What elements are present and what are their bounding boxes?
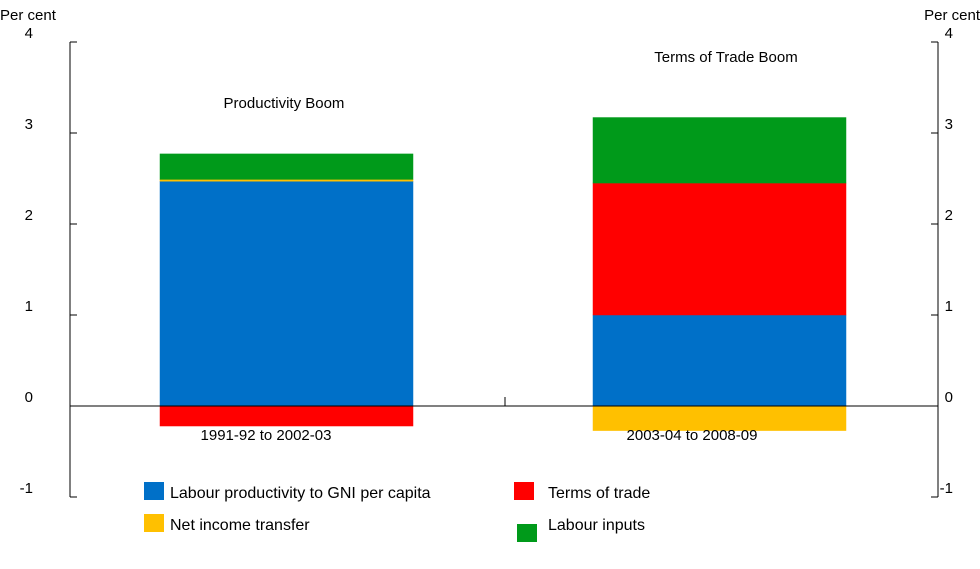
left-tick-label: 1 bbox=[25, 298, 33, 315]
bar-segment bbox=[159, 405, 414, 427]
legend-swatch bbox=[144, 514, 164, 532]
left-unit-label: Per cent bbox=[0, 7, 57, 24]
right-unit-label: Per cent bbox=[924, 7, 980, 24]
bar-segment bbox=[159, 180, 414, 407]
annotation-label: Productivity Boom bbox=[224, 95, 345, 112]
legend-label: Labour productivity to GNI per capita bbox=[170, 485, 431, 502]
right-tick-label: 4 bbox=[945, 25, 953, 42]
bar-segment bbox=[592, 182, 847, 316]
legend-swatch bbox=[144, 482, 164, 500]
bar-segment bbox=[159, 153, 414, 180]
bars bbox=[159, 117, 847, 431]
left-tick-label: 0 bbox=[25, 389, 33, 406]
legend-label: Terms of trade bbox=[548, 485, 650, 502]
legend-swatch bbox=[517, 524, 537, 542]
category-label: 1991-92 to 2002-03 bbox=[201, 427, 332, 444]
legend-label: Labour inputs bbox=[548, 517, 645, 534]
left-tick-label: 4 bbox=[25, 25, 33, 42]
bar-segment bbox=[592, 314, 847, 407]
bar-segment bbox=[592, 117, 847, 184]
category-label: 2003-04 to 2008-09 bbox=[627, 427, 758, 444]
zero-line-group bbox=[70, 397, 938, 407]
right-tick-label: 1 bbox=[945, 298, 953, 315]
annotation-label: Terms of Trade Boom bbox=[654, 49, 797, 66]
right-tick-label: -1 bbox=[940, 480, 953, 497]
left-tick-label: 3 bbox=[25, 116, 33, 133]
legend-swatch bbox=[514, 482, 534, 500]
bar-segment bbox=[592, 405, 847, 431]
right-tick-label: 0 bbox=[945, 389, 953, 406]
bar-segment bbox=[159, 179, 414, 182]
left-tick-label: -1 bbox=[20, 480, 33, 497]
left-tick-label: 2 bbox=[25, 207, 33, 224]
legend: Labour productivity to GNI per capita Ter… bbox=[144, 482, 650, 542]
legend-label: Net income transfer bbox=[170, 517, 310, 534]
right-tick-label: 3 bbox=[945, 116, 953, 133]
labels: 1991-92 to 2002-03 2003-04 to 2008-09 Prod… bbox=[201, 49, 798, 444]
right-tick-label: 2 bbox=[945, 207, 953, 224]
